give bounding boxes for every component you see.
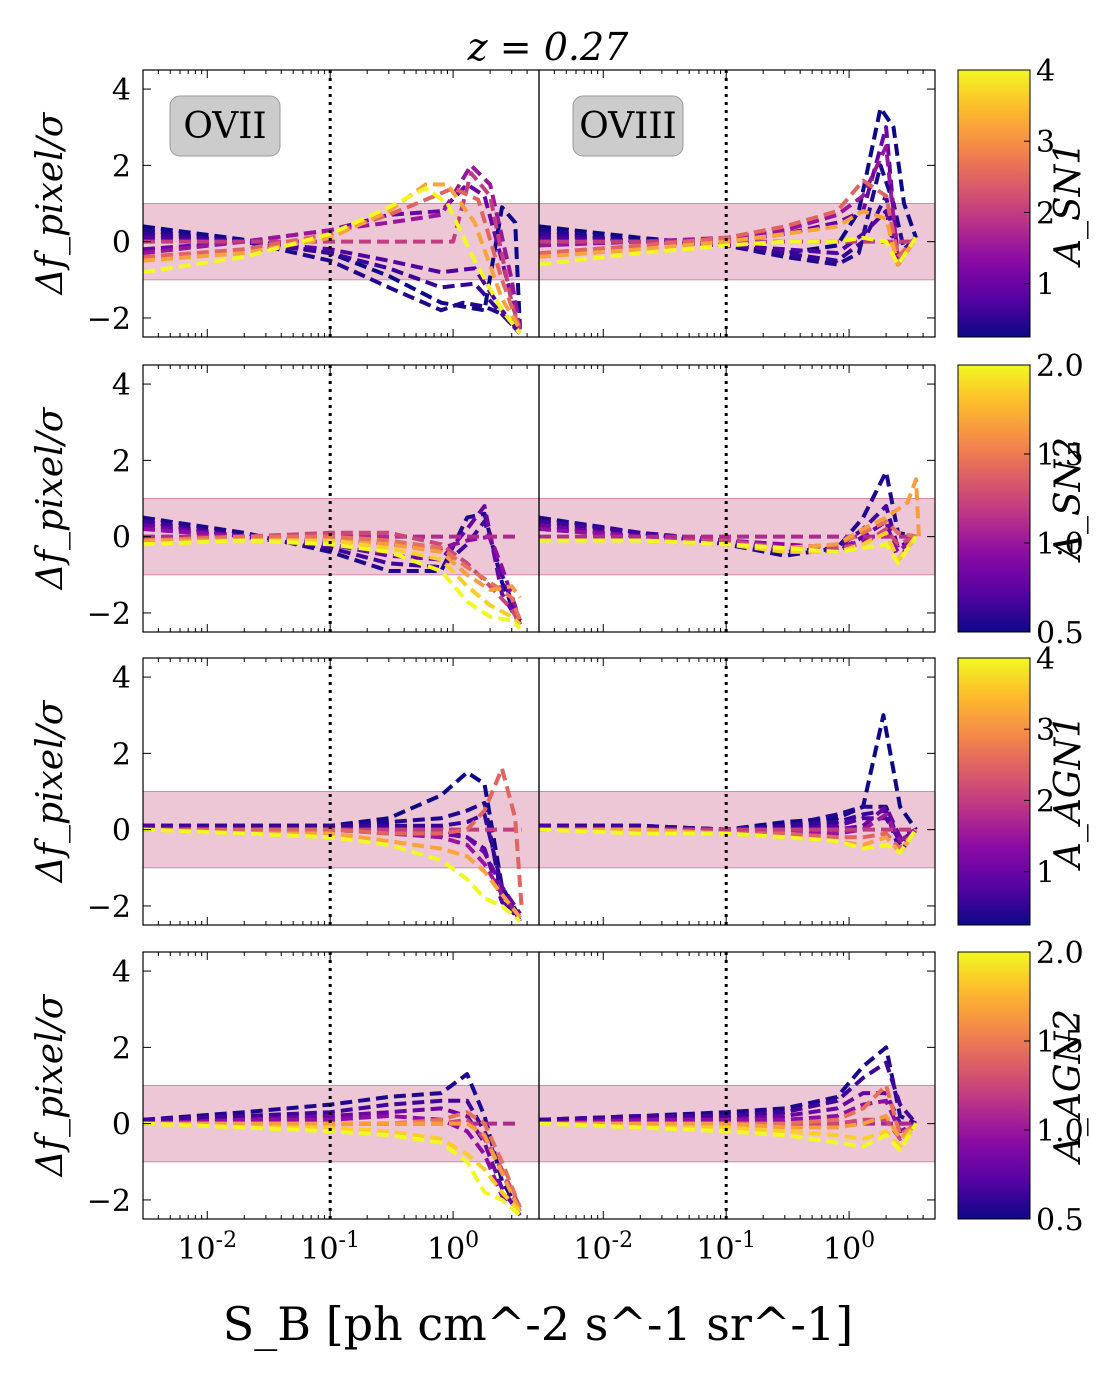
colorbar-tick-label: 2.0 bbox=[1036, 349, 1084, 384]
x-axis-label: S_B [ph cm^-2 s^-1 sr^-1] bbox=[223, 1297, 853, 1351]
series-line bbox=[143, 1098, 522, 1213]
series-line bbox=[539, 1114, 918, 1141]
panel-frame bbox=[538, 364, 936, 633]
ion-label: OVII bbox=[183, 106, 266, 147]
y-tick-label: 0 bbox=[112, 1108, 131, 1143]
colorbar-tick-label: 1.5 bbox=[1036, 438, 1084, 473]
y-tick-label: −2 bbox=[87, 302, 131, 337]
series-line bbox=[143, 827, 522, 923]
y-tick-label: 2 bbox=[112, 737, 131, 772]
x-tick-label: 100 bbox=[823, 1228, 875, 1267]
colorbar-tick-label: 4 bbox=[1036, 54, 1055, 89]
y-tick-label: −2 bbox=[87, 597, 131, 632]
y-tick-label: 2 bbox=[112, 149, 131, 184]
figure-title: z = 0.27 bbox=[467, 25, 629, 69]
colorbar bbox=[957, 69, 1031, 338]
colorbar-tick-label: 0.5 bbox=[1036, 1203, 1084, 1238]
colorbar-tick-label: 1.5 bbox=[1036, 1025, 1084, 1060]
colorbar-tick-label: 2 bbox=[1036, 196, 1055, 231]
y-tick-label: −2 bbox=[87, 890, 131, 925]
y-axis-label: Δf_pixel/σ bbox=[30, 699, 71, 884]
panel-frame bbox=[538, 69, 936, 338]
y-tick-label: 0 bbox=[112, 521, 131, 556]
series-line bbox=[539, 1060, 918, 1125]
colorbar-label: A_AGN2 bbox=[1048, 1009, 1089, 1165]
ion-label-box bbox=[169, 95, 281, 157]
colorbar-label: A_SN2 bbox=[1048, 437, 1089, 563]
ion-label: OVIII bbox=[579, 106, 677, 147]
x-tick-label: 10-1 bbox=[300, 1228, 360, 1267]
plot-foreground: OVII OVIII −2 0 2 4 Δf_pixel/σ 1 2 3 4 A_SN1 −2 0 2 4 Δf… bbox=[30, 54, 1089, 1267]
colorbar-tick-label: 1 bbox=[1036, 268, 1055, 303]
series-line bbox=[143, 186, 522, 331]
colorbar bbox=[957, 364, 1031, 633]
series-line bbox=[539, 808, 918, 855]
y-tick-label: 4 bbox=[112, 661, 131, 696]
colorbar-tick-label: 3 bbox=[1036, 713, 1055, 748]
y-tick-label: 2 bbox=[112, 444, 131, 479]
series-line bbox=[143, 766, 524, 907]
series-line bbox=[143, 1121, 522, 1213]
series-line bbox=[539, 1098, 917, 1134]
series-line bbox=[539, 209, 918, 267]
y-tick-label: 4 bbox=[112, 368, 131, 403]
colorbar bbox=[957, 657, 1031, 926]
colorbar-tick-label: 3 bbox=[1036, 125, 1055, 160]
panel-frame bbox=[538, 951, 936, 1220]
panel-frame bbox=[538, 657, 936, 926]
y-axis-label: Δf_pixel/σ bbox=[30, 406, 71, 591]
colorbar-tick-label: 1.0 bbox=[1036, 1114, 1084, 1149]
y-tick-label: 4 bbox=[112, 73, 131, 108]
colorbar-tick-label: 2.0 bbox=[1036, 936, 1084, 971]
series-line bbox=[539, 535, 918, 566]
series-line bbox=[539, 235, 918, 267]
x-tick-label: 10-1 bbox=[696, 1228, 756, 1267]
series-line bbox=[143, 1121, 522, 1217]
series-line bbox=[143, 186, 522, 335]
series-line bbox=[143, 534, 522, 622]
y-axis-label: Δf_pixel/σ bbox=[30, 111, 71, 296]
y-tick-label: 0 bbox=[112, 814, 131, 849]
colorbar-tick-label: 1.0 bbox=[1036, 527, 1084, 562]
colorbar-tick-label: 4 bbox=[1036, 642, 1055, 677]
series-line bbox=[539, 178, 918, 259]
series-line bbox=[143, 538, 522, 630]
x-tick-label: 100 bbox=[427, 1228, 479, 1267]
colorbar-tick-label: 0.5 bbox=[1036, 616, 1084, 651]
x-tick-label: 10-2 bbox=[573, 1228, 633, 1267]
series-line bbox=[539, 827, 918, 855]
colorbar-label: A_SN1 bbox=[1048, 142, 1089, 268]
y-tick-label: 0 bbox=[112, 226, 131, 261]
plot-lines bbox=[143, 106, 921, 1217]
y-tick-label: −2 bbox=[87, 1184, 131, 1219]
series-line bbox=[539, 1121, 918, 1153]
colorbar bbox=[957, 951, 1031, 1220]
colorbar-tick-label: 2 bbox=[1036, 784, 1055, 819]
y-tick-label: 2 bbox=[112, 1031, 131, 1066]
y-axis-label: Δf_pixel/σ bbox=[30, 993, 71, 1178]
x-tick-label: 10-2 bbox=[177, 1228, 237, 1267]
series-line bbox=[143, 163, 522, 330]
ion-label-box bbox=[572, 95, 684, 157]
series-line bbox=[143, 812, 522, 923]
colorbar-tick-label: 1 bbox=[1036, 856, 1055, 891]
colorbar-label: A_AGN1 bbox=[1048, 715, 1089, 871]
y-tick-label: 4 bbox=[112, 955, 131, 990]
